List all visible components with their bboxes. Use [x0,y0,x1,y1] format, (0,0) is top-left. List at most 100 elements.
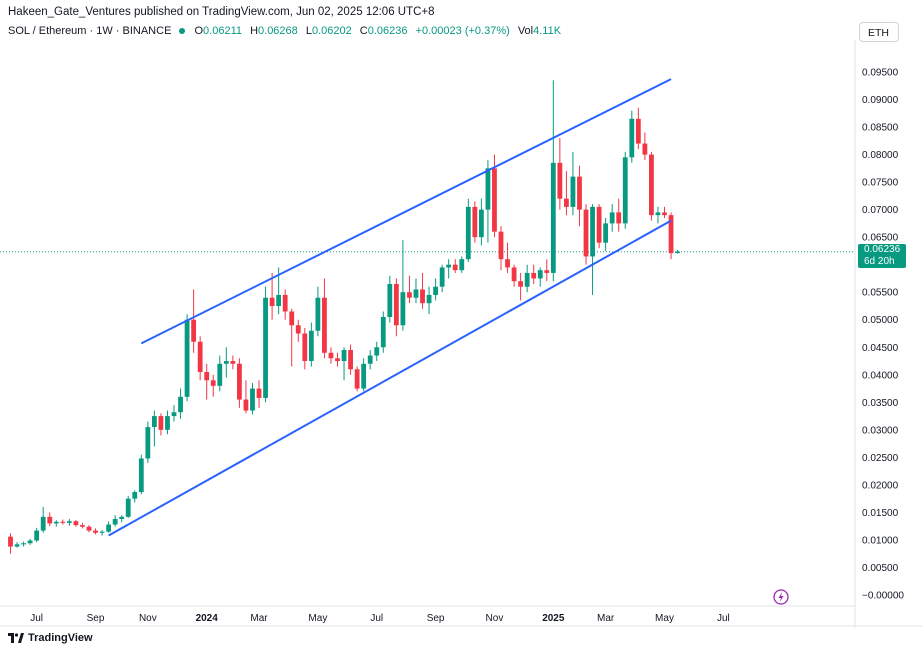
time-tick-label: 2025 [542,613,565,624]
candle [119,515,125,523]
candle [400,239,406,331]
candle-body [380,316,386,348]
symbol-label[interactable]: SOL / Ethereum · 1W · BINANCE [8,25,172,37]
candle-body [204,372,210,381]
time-tick-label: Jul [717,613,730,624]
candle [8,533,13,554]
candle [570,151,576,216]
candle-body [433,286,438,295]
candle [557,138,563,210]
candle [158,413,164,436]
candle-body [407,292,412,298]
candle-body [14,544,20,547]
candle [204,363,210,400]
candle-body [662,212,667,216]
candle [151,410,157,447]
candle-body [243,399,249,411]
candles [8,80,680,554]
tradingview-logo[interactable]: TradingView [8,632,93,644]
candle-body [315,297,321,331]
candle-body [250,388,255,411]
candle [609,204,615,232]
chart-grid [0,40,922,628]
candle-body [171,412,177,417]
candle [341,347,347,381]
candle [99,530,105,536]
candle [387,275,393,323]
candle-body [53,521,59,524]
candle-body [302,333,308,362]
price-tick-label: 0.02000 [862,480,899,491]
trend-channel[interactable] [108,78,672,537]
candle [14,542,20,548]
candle-body [498,231,504,260]
candle-body [577,176,582,210]
candle-body [459,259,465,271]
candle [171,405,177,422]
lightning-icon[interactable] [773,589,789,605]
candle [328,347,334,364]
candle [27,538,33,545]
volume-value: 4.11K [533,25,562,37]
candle [668,212,674,260]
candle-body [655,212,661,216]
candle [354,366,360,392]
price-tick-label: 0.01500 [862,508,899,519]
candle-body [426,294,432,304]
candle-body [393,283,399,326]
candle [622,151,628,229]
candle-body [374,347,380,356]
open-value: 0.06211 [203,25,242,37]
candle-body [622,157,628,224]
ohlc-legend: SOL / Ethereum · 1W · BINANCE O0.06211 H… [8,25,566,37]
candle [550,80,556,282]
bar-countdown: 6d 20h [864,256,895,267]
channel-line-lower[interactable] [108,219,672,537]
candle-body [237,363,242,400]
currency-button[interactable]: ETH [859,22,899,42]
candle-body [191,319,197,342]
time-axis[interactable]: Jul Sep Nov 2024 Mar May Jul Sep Nov 2025 Mar May Ju… [30,613,729,624]
time-tick-label: 2024 [196,613,219,624]
candle-body [80,525,85,527]
candle-body [649,154,654,216]
price-tick-label: 0.09000 [862,95,899,106]
candle-body [263,297,268,398]
candle [655,206,661,224]
candle [485,160,491,243]
candle-body [158,416,164,430]
candle-body [505,259,510,268]
candle-body [256,388,262,398]
candle-body [452,264,458,271]
candle-body [106,524,111,532]
time-tick-label: Nov [139,613,157,624]
candle [322,278,327,359]
candle [420,272,425,309]
time-tick-label: May [308,613,327,624]
price-tick-label: −0.00000 [862,591,904,602]
candle [472,201,478,243]
candle [145,421,151,463]
candle-body [570,176,576,207]
candle-body [308,330,314,362]
candle [564,171,569,216]
candle-body [21,543,26,545]
candle-body [165,416,170,430]
time-tick-label: Sep [87,613,105,624]
candle-body [609,212,615,224]
candle [66,519,72,526]
candle [393,278,399,337]
channel-line-upper[interactable] [140,78,672,345]
candle-body [439,267,445,287]
open-label: O [194,25,204,37]
candle-body [34,530,40,541]
price-axis[interactable]: 0.09500 0.09000 0.08500 0.08000 0.07500 0.070… [862,68,904,602]
candle [433,278,438,301]
candle [590,204,595,295]
candle-body [557,162,563,199]
candle-body [132,492,138,499]
candle [452,259,458,273]
candle-body [511,267,517,282]
candle [191,289,197,353]
